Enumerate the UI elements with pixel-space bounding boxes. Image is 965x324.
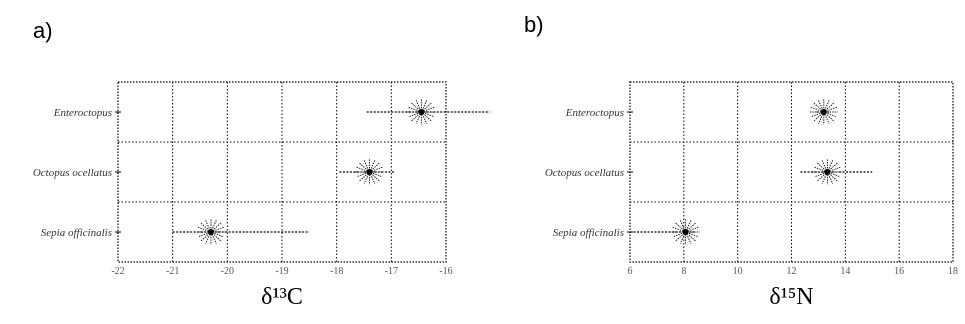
chart1-x-tick-label: 18 [948, 266, 958, 277]
chart1-category-label: Enteroctopus [565, 107, 624, 119]
chart0-x-tick-label: -21 [166, 266, 179, 277]
chart1-x-tick-label: 12 [787, 266, 797, 277]
chart1-x-tick-label: 14 [840, 266, 850, 277]
chart0-x-tick-label: -19 [275, 266, 288, 277]
panel-a-label: a) [33, 18, 53, 43]
panel-b-label: b) [524, 12, 544, 37]
chart0-data-point [407, 99, 436, 125]
chart1-x-tick-label: 10 [733, 266, 743, 277]
chart1-data-point [671, 219, 700, 245]
chart0-data-point [196, 219, 225, 245]
chart1-frame [629, 81, 954, 263]
chart0-x-tick-label: -20 [221, 266, 234, 277]
chart1-data-point [813, 159, 842, 185]
chart1-x-tick-label: 6 [628, 266, 633, 277]
chart0-category-label: Sepia officinalis [41, 227, 112, 239]
chart0-category-label: Enteroctopus [53, 107, 112, 119]
chart0-category-label: Octopus ocellatus [33, 167, 112, 179]
chart1-category-label: Octopus ocellatus [545, 167, 624, 179]
chart1-x-axis-label: δ¹⁵N [769, 284, 813, 310]
chart1-category-label: Sepia officinalis [553, 227, 624, 239]
chart1-x-tick-label: 16 [894, 266, 904, 277]
chart0-x-tick-label: -16 [439, 266, 452, 277]
chart0-data-point [355, 159, 384, 185]
chart0-x-axis-label: δ¹³C [261, 284, 303, 310]
chart0-x-tick-label: -22 [111, 266, 124, 277]
chart0-x-tick-label: -17 [385, 266, 398, 277]
chart0-x-tick-label: -18 [330, 266, 343, 277]
chart1-x-tick-label: 8 [681, 266, 686, 277]
chart1-data-point [809, 99, 838, 125]
